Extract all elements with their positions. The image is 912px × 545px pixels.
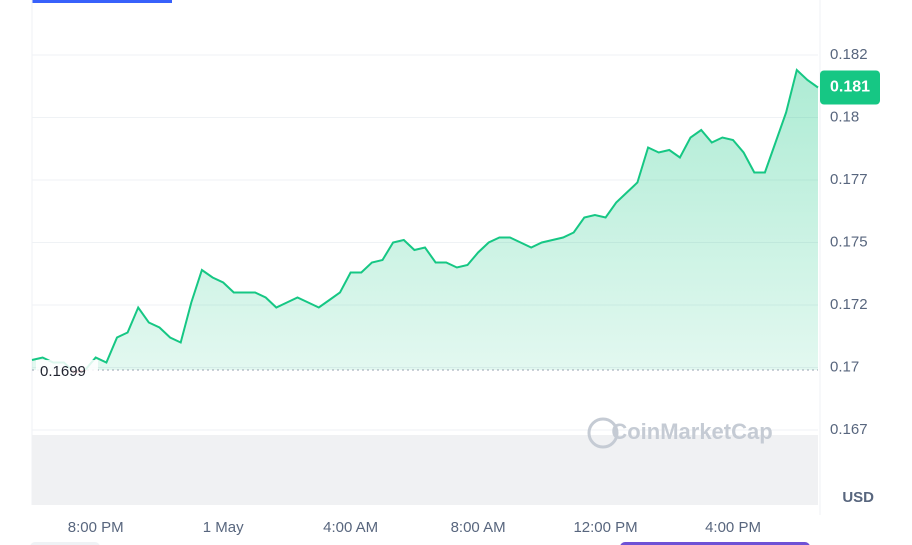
volume-band xyxy=(32,435,818,505)
x-tick-label: 4:00 AM xyxy=(323,519,378,536)
watermark-logo xyxy=(587,417,619,449)
y-tick-label: 0.18 xyxy=(830,108,859,125)
y-tick-label: 0.172 xyxy=(830,296,868,313)
y-tick-label: 0.167 xyxy=(830,421,868,438)
currency-label: USD xyxy=(842,489,874,506)
y-tick-label: 0.175 xyxy=(830,233,868,250)
reference-label-bg xyxy=(36,360,98,380)
x-tick-label: 1 May xyxy=(203,519,244,536)
x-tick-label: 8:00 PM xyxy=(68,519,124,536)
y-tick-label: 0.182 xyxy=(830,46,868,63)
watermark: CoinMarketCap xyxy=(611,419,772,444)
tab-indicator xyxy=(32,0,172,3)
x-tick-label: 4:00 PM xyxy=(705,519,761,536)
last-price-label: 0.181 xyxy=(830,79,870,96)
x-tick-label: 8:00 AM xyxy=(451,519,506,536)
y-tick-label: 0.17 xyxy=(830,358,859,375)
x-tick-label: 12:00 PM xyxy=(573,519,637,536)
area xyxy=(32,70,818,370)
nav-pill[interactable] xyxy=(30,542,100,545)
line xyxy=(31,68,819,370)
y-tick-label: 0.177 xyxy=(830,171,868,188)
last-price-badge xyxy=(820,70,880,105)
reference-label: 0.1699 xyxy=(40,363,86,380)
nav-pill[interactable] xyxy=(620,542,810,545)
